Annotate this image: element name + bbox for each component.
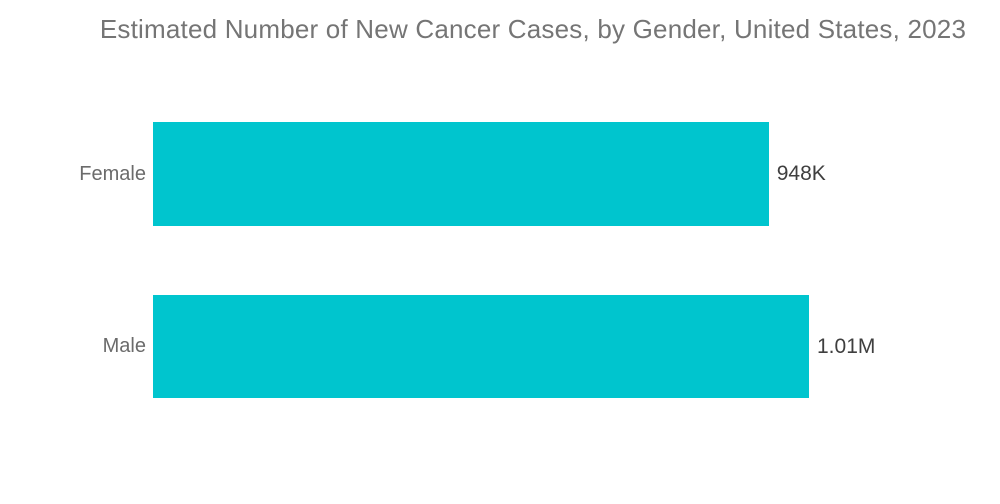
value-label-female: 948K [776, 162, 826, 185]
category-label-male: Male [102, 335, 146, 357]
bar-row-male: Male 1.01M [0, 295, 1000, 398]
bar-male [153, 295, 809, 398]
value-label-male: 1.01M [817, 334, 876, 358]
bar-row-female: Female 948K [0, 122, 1000, 226]
bar-female [153, 122, 769, 226]
category-label-female: Female [79, 162, 146, 185]
chart-title: Estimated Number of New Cancer Cases, by… [99, 14, 967, 44]
